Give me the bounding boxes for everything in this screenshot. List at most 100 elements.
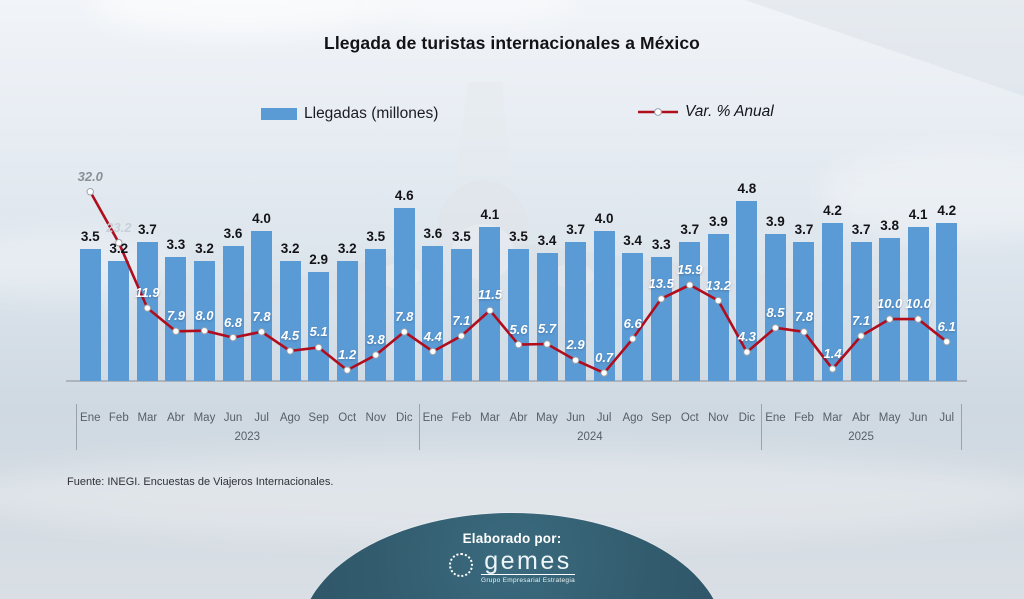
bar-Feb-2023	[108, 260, 130, 381]
line-value-label-11: 7.8	[395, 308, 414, 324]
axis-month-label-May-2024: May	[536, 412, 558, 424]
bar-Nov-2024	[707, 234, 729, 381]
axis-month-label-Sep-2023: Sep	[308, 412, 329, 424]
bar-value-label-Jun-2023: 3.6	[223, 225, 243, 241]
bar-Abr-2024	[508, 249, 529, 381]
bar-value-label-Oct-2024: 3.7	[680, 221, 700, 237]
line-value-label-23: 4.3	[737, 329, 756, 345]
bar-value-label-Ene-2025: 3.9	[766, 214, 785, 230]
bar-value-label-Jun-2024: 3.7	[566, 221, 585, 237]
legend-item-bars: Llegadas (millones)	[261, 105, 438, 123]
line-value-label-21: 15.9	[677, 261, 703, 277]
line-value-label-3: 7.9	[166, 308, 185, 324]
bar-value-label-Jun-2025: 4.1	[908, 206, 928, 222]
bar-value-label-Feb-2023: 3.2	[109, 240, 129, 256]
x-axis-line	[66, 380, 967, 382]
bar-value-label-Mar-2024: 4.1	[480, 206, 500, 222]
bar-value-label-Abr-2024: 3.5	[509, 229, 528, 245]
bar-value-label-Ene-2024: 3.6	[423, 225, 443, 241]
cloud-decoration	[90, 0, 390, 34]
axis-month-label-Ene-2025: Ene	[765, 412, 786, 424]
line-value-label-22: 13.2	[705, 277, 731, 293]
axis-month-label-May-2023: May	[193, 412, 216, 424]
line-value-label-9: 1.2	[338, 347, 357, 363]
line-value-label-14: 11.5	[477, 287, 503, 303]
axis-year-label-2023: 2023	[234, 431, 261, 443]
line-value-label-6: 7.8	[252, 308, 271, 324]
line-value-label-30: 6.1	[937, 318, 956, 334]
axis-month-label-Nov-2024: Nov	[708, 412, 729, 424]
line-value-label-26: 1.4	[823, 345, 842, 361]
line-value-label-7: 4.5	[281, 327, 300, 343]
axis-month-label-May-2025: May	[878, 412, 901, 424]
bar-value-label-Jul-2024: 4.0	[594, 210, 614, 226]
line-value-label-20: 13.5	[648, 275, 674, 291]
axis-month-label-Abr-2024: Abr	[509, 412, 528, 424]
axis-month-label-Feb-2023: Feb	[108, 412, 129, 424]
axis-month-label-Feb-2025: Feb	[794, 412, 814, 424]
axis-separator	[418, 404, 420, 450]
axis-month-label-Dic-2024: Dic	[738, 412, 756, 424]
elaborado-por-label: Elaborado por:	[462, 531, 562, 546]
axis-month-label-Jul-2023: Jul	[254, 412, 269, 424]
gemes-logo-circle-icon	[448, 553, 473, 577]
line-value-label-16: 5.7	[538, 320, 557, 336]
bar-value-label-Feb-2024: 3.5	[452, 229, 471, 245]
axis-month-label-Oct-2023: Oct	[338, 412, 357, 424]
bar-value-label-Ene-2023: 3.5	[80, 229, 100, 245]
axis-month-label-Abr-2023: Abr	[166, 412, 185, 424]
axis-month-label-Jun-2025: Jun	[908, 412, 928, 424]
bar-value-label-Abr-2023: 3.3	[166, 236, 186, 252]
axis-separator	[761, 404, 763, 450]
axis-year-label-2025: 2025	[848, 431, 874, 443]
bar-value-label-Abr-2025: 3.7	[851, 221, 871, 237]
line-value-label-1: 23.2	[106, 219, 132, 235]
chart-title: Llegada de turistas internacionales a Mé…	[324, 33, 700, 53]
line-value-label-29: 10.0	[905, 296, 931, 312]
legend-line-marker-icon	[638, 108, 678, 116]
axis-month-label-Oct-2024: Oct	[680, 412, 699, 424]
line-value-label-15: 5.6	[509, 321, 528, 337]
bar-value-label-May-2025: 3.8	[880, 218, 900, 234]
axis-month-label-Nov-2023: Nov	[365, 412, 386, 424]
bar-value-label-Dic-2024: 4.8	[737, 180, 757, 196]
bar-value-label-Nov-2024: 3.9	[708, 214, 728, 230]
bar-value-label-Ago-2023: 3.2	[280, 240, 300, 256]
legend-bars-label: Llegadas (millones)	[304, 105, 439, 122]
axis-month-label-Ene-2023: Ene	[80, 412, 101, 424]
axis-month-label-Mar-2023: Mar	[137, 412, 158, 424]
axis-month-label-Dic-2023: Dic	[395, 412, 413, 424]
axis-month-label-Ago-2023: Ago	[279, 412, 301, 424]
bar-value-label-Mar-2025: 4.2	[823, 203, 842, 219]
source-note: Fuente: INEGI. Encuestas de Viajeros Int…	[67, 476, 334, 488]
axis-month-label-Jun-2024: Jun	[566, 412, 585, 424]
bar-May-2024	[536, 253, 558, 381]
bar-value-label-Nov-2023: 3.5	[366, 229, 386, 245]
legend-bar-swatch-icon	[261, 108, 297, 120]
axis-separator	[961, 404, 962, 450]
line-value-label-2: 11.9	[135, 285, 160, 301]
line-value-label-19: 6.6	[623, 315, 642, 331]
gemes-logo-text: gemes	[480, 548, 576, 575]
axis-month-label-Mar-2024: Mar	[480, 412, 500, 424]
line-value-label-8: 5.1	[309, 324, 328, 340]
gemes-logo: gemes Grupo Empresarial Estrategia	[300, 548, 724, 584]
axis-month-label-Jul-2025: Jul	[939, 412, 955, 424]
axis-year-label-2024: 2024	[577, 431, 603, 443]
legend-line-label: Var. % Anual	[685, 103, 774, 120]
cloud-decoration	[360, 0, 580, 26]
line-value-label-28: 10.0	[876, 296, 903, 312]
axis-month-label-Ene-2024: Ene	[422, 412, 444, 424]
line-marker-0	[86, 188, 94, 196]
axis-month-label-Feb-2024: Feb	[451, 412, 472, 424]
line-value-label-0: 32.0	[77, 168, 103, 184]
bar-value-label-Dic-2023: 4.6	[394, 188, 414, 204]
line-value-label-4: 8.0	[195, 307, 214, 323]
axis-month-label-Abr-2025: Abr	[852, 412, 871, 424]
line-value-label-24: 8.5	[766, 304, 785, 320]
axis-month-label-Sep-2024: Sep	[650, 412, 672, 424]
line-value-label-5: 6.8	[223, 314, 243, 330]
bar-value-label-May-2024: 3.4	[537, 233, 557, 249]
line-value-label-17: 2.9	[566, 337, 585, 353]
bar-Ene-2023	[79, 249, 101, 381]
